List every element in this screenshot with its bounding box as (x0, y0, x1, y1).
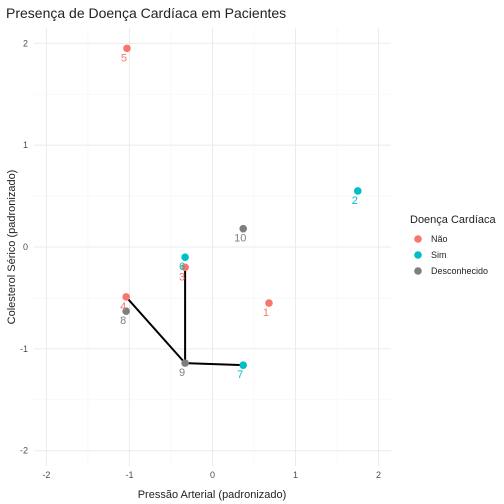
connector-segment (185, 362, 244, 367)
x-tick-label: 2 (376, 470, 381, 480)
y-tick-label: 0 (23, 242, 28, 252)
x-tick-labels: -2 -1 0 1 2 (42, 470, 381, 480)
x-tick-label: 1 (293, 470, 298, 480)
legend-key (414, 235, 422, 243)
y-tick-label: 2 (23, 38, 28, 48)
x-axis-label: Pressão Arterial (padronizado) (138, 489, 287, 501)
point-id-label: 2 (352, 195, 358, 207)
data-point (181, 263, 189, 272)
point-labels: 1 2 3 4 5 6 7 8 9 10 (120, 52, 358, 381)
legend-key (414, 267, 422, 275)
point-id-label: 10 (234, 233, 246, 245)
point-id-label: 3 (179, 271, 185, 283)
data-point (122, 293, 130, 301)
point-id-label: 8 (120, 315, 126, 327)
connector-lines (125, 267, 244, 367)
x-tick-label: -1 (125, 470, 133, 480)
legend-label: Sim (431, 250, 447, 260)
data-point (181, 359, 189, 367)
point-id-label: 7 (237, 369, 243, 381)
chart-title: Presença de Doença Cardíaca em Pacientes (6, 5, 286, 21)
y-tick-label: -2 (20, 446, 28, 456)
data-point (265, 299, 273, 307)
legend: Doença Cardíaca Não Sim Desconhecido (410, 214, 496, 276)
y-tick-label: -1 (20, 344, 28, 354)
data-points (122, 44, 362, 369)
connector-segment (125, 296, 186, 364)
point-id-label: 5 (121, 52, 127, 64)
legend-title: Doença Cardíaca (410, 214, 496, 226)
y-tick-label: 1 (23, 140, 28, 150)
legend-key (414, 251, 422, 259)
point-id-label: 9 (179, 367, 185, 379)
x-tick-label: 0 (210, 470, 215, 480)
legend-label: Não (431, 234, 448, 244)
data-point (181, 253, 189, 261)
legend-label: Desconhecido (431, 266, 488, 276)
data-point (353, 187, 362, 195)
x-tick-label: -2 (42, 470, 50, 480)
grid (34, 28, 391, 466)
data-point (123, 44, 131, 53)
point-id-label: 6 (179, 261, 185, 273)
y-tick-labels: -2 -1 0 1 2 (20, 38, 28, 455)
data-point (239, 361, 248, 369)
point-id-label: 1 (263, 307, 269, 319)
data-point (122, 307, 130, 315)
data-point (239, 224, 248, 233)
point-id-label: 4 (120, 301, 126, 313)
y-axis-label: Colesterol Sérico (padronizado) (6, 170, 18, 325)
